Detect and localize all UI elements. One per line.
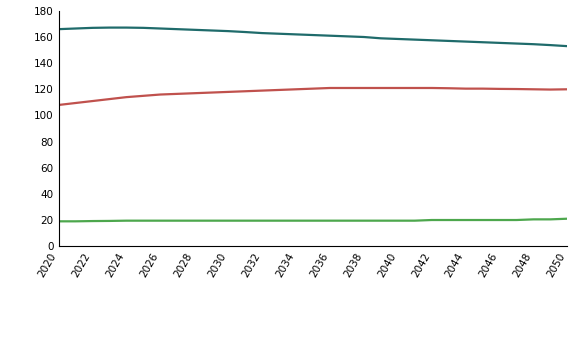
Paar	[411, 37, 418, 42]
Paar	[259, 31, 266, 35]
Paar	[445, 39, 452, 43]
Eenouderhuishouden	[242, 219, 249, 223]
Line: Eenpersoonshuishouden: Eenpersoonshuishouden	[58, 88, 567, 105]
Eenpersoonshuishouden	[411, 86, 418, 90]
Eenouderhuishouden	[89, 219, 96, 223]
Eenpersoonshuishouden	[513, 87, 520, 91]
Legend: Eenpersoonshuishouden, Eenouderhuishouden, Paar: Eenpersoonshuishouden, Eenouderhuishoude…	[88, 358, 487, 362]
Paar	[377, 36, 384, 41]
Eenpersoonshuishouden	[106, 97, 113, 101]
Eenouderhuishouden	[259, 219, 266, 223]
Eenouderhuishouden	[513, 218, 520, 222]
Paar	[428, 38, 435, 42]
Eenouderhuishouden	[106, 219, 113, 223]
Eenouderhuishouden	[479, 218, 486, 222]
Eenpersoonshuishouden	[225, 90, 232, 94]
Paar	[326, 34, 333, 38]
Eenpersoonshuishouden	[191, 91, 198, 95]
Eenouderhuishouden	[225, 219, 232, 223]
Eenouderhuishouden	[326, 219, 333, 223]
Eenpersoonshuishouden	[445, 86, 452, 90]
Line: Eenouderhuishouden: Eenouderhuishouden	[58, 219, 567, 221]
Eenpersoonshuishouden	[292, 87, 300, 92]
Eenpersoonshuishouden	[89, 99, 96, 103]
Eenouderhuishouden	[292, 219, 300, 223]
Paar	[140, 26, 147, 30]
Paar	[276, 31, 283, 36]
Paar	[547, 43, 554, 47]
Eenpersoonshuishouden	[343, 86, 350, 90]
Eenouderhuishouden	[411, 219, 418, 223]
Eenpersoonshuishouden	[259, 88, 266, 93]
Paar	[479, 40, 486, 45]
Eenpersoonshuishouden	[530, 87, 537, 92]
Paar	[106, 25, 113, 30]
Paar	[530, 42, 537, 46]
Eenpersoonshuishouden	[394, 86, 401, 90]
Paar	[360, 35, 367, 39]
Paar	[242, 30, 249, 34]
Eenpersoonshuishouden	[208, 90, 215, 95]
Eenouderhuishouden	[564, 216, 571, 221]
Eenouderhuishouden	[157, 219, 164, 223]
Paar	[496, 41, 503, 45]
Paar	[513, 41, 520, 46]
Eenouderhuishouden	[72, 219, 79, 223]
Eenouderhuishouden	[55, 219, 62, 223]
Eenouderhuishouden	[462, 218, 469, 222]
Eenpersoonshuishouden	[55, 103, 62, 107]
Eenpersoonshuishouden	[140, 94, 147, 98]
Paar	[208, 28, 215, 33]
Paar	[564, 44, 571, 49]
Paar	[462, 39, 469, 44]
Eenpersoonshuishouden	[72, 101, 79, 105]
Eenpersoonshuishouden	[242, 89, 249, 93]
Paar	[157, 26, 164, 31]
Eenouderhuishouden	[496, 218, 503, 222]
Eenouderhuishouden	[547, 217, 554, 222]
Eenpersoonshuishouden	[276, 88, 283, 92]
Eenouderhuishouden	[208, 219, 215, 223]
Eenpersoonshuishouden	[174, 92, 181, 96]
Paar	[89, 26, 96, 30]
Eenouderhuishouden	[394, 219, 401, 223]
Eenpersoonshuishouden	[123, 95, 130, 99]
Eenpersoonshuishouden	[547, 87, 554, 92]
Eenpersoonshuishouden	[360, 86, 367, 90]
Paar	[191, 28, 198, 32]
Eenouderhuishouden	[377, 219, 384, 223]
Paar	[309, 33, 316, 37]
Eenouderhuishouden	[360, 219, 367, 223]
Eenpersoonshuishouden	[479, 87, 486, 91]
Eenouderhuishouden	[309, 219, 316, 223]
Eenouderhuishouden	[174, 219, 181, 223]
Eenpersoonshuishouden	[377, 86, 384, 90]
Eenpersoonshuishouden	[496, 87, 503, 91]
Eenpersoonshuishouden	[564, 87, 571, 92]
Paar	[55, 27, 62, 31]
Eenpersoonshuishouden	[326, 86, 333, 90]
Paar	[292, 32, 300, 37]
Line: Paar: Paar	[58, 28, 567, 46]
Paar	[343, 34, 350, 38]
Eenpersoonshuishouden	[462, 87, 469, 91]
Eenouderhuishouden	[428, 218, 435, 222]
Eenouderhuishouden	[123, 219, 130, 223]
Paar	[123, 25, 130, 30]
Paar	[174, 27, 181, 31]
Eenouderhuishouden	[276, 219, 283, 223]
Eenouderhuishouden	[530, 217, 537, 222]
Eenpersoonshuishouden	[428, 86, 435, 90]
Paar	[394, 37, 401, 41]
Eenpersoonshuishouden	[309, 87, 316, 91]
Eenouderhuishouden	[343, 219, 350, 223]
Paar	[225, 29, 232, 33]
Eenpersoonshuishouden	[157, 92, 164, 97]
Eenouderhuishouden	[191, 219, 198, 223]
Paar	[72, 26, 79, 31]
Eenouderhuishouden	[445, 218, 452, 222]
Eenouderhuishouden	[140, 219, 147, 223]
